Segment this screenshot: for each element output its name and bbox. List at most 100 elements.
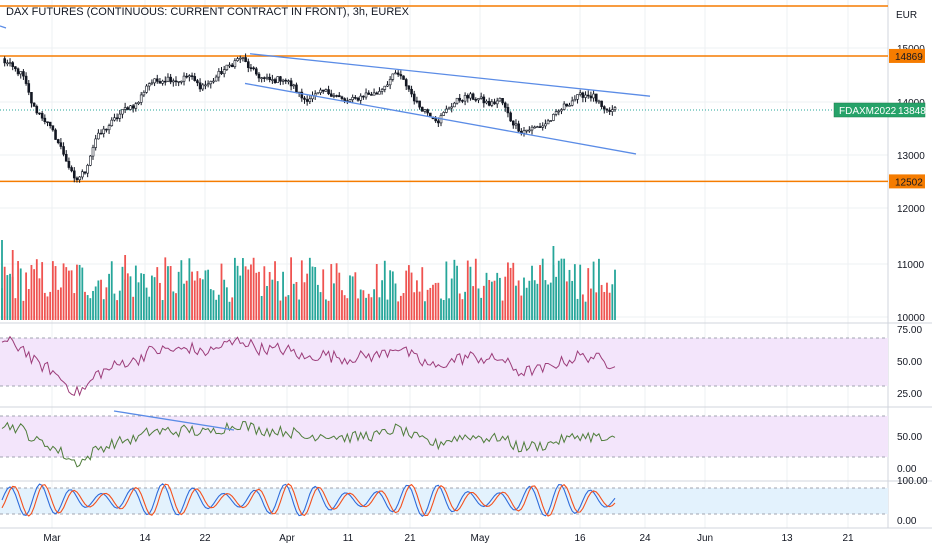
volume-bar	[92, 290, 94, 320]
candle-body	[241, 57, 245, 59]
candle-body	[573, 98, 577, 102]
volume-bar	[228, 301, 231, 320]
rsi-band-fill	[0, 338, 888, 386]
candle-body	[206, 83, 210, 86]
candle-body	[327, 89, 330, 95]
oscillator-line	[1, 410, 616, 468]
stoch-d-path	[1, 483, 616, 517]
oscillator-trend-line[interactable]	[113, 410, 235, 431]
candle-body	[509, 112, 512, 122]
volume-bar	[565, 281, 568, 320]
candle-body	[351, 97, 354, 101]
volume-bar	[180, 260, 183, 320]
volume-bar	[97, 280, 100, 320]
candle-body	[437, 120, 440, 124]
stochastic-lines	[1, 483, 616, 517]
channel-upper-line[interactable]	[249, 53, 651, 97]
candle-body	[562, 103, 566, 110]
candle-body	[54, 129, 57, 140]
candle-body	[145, 85, 148, 93]
stoch-axis-tick: 0.00	[897, 516, 917, 527]
volume-bar	[247, 269, 250, 320]
candle-body	[308, 98, 312, 102]
volume-bar	[573, 264, 576, 320]
volume-bar	[576, 298, 579, 320]
volume-bar	[375, 264, 378, 320]
level-lines[interactable]	[0, 5, 888, 183]
volume-bar	[38, 278, 41, 320]
candle-body	[198, 82, 202, 90]
volume-bar	[498, 277, 501, 320]
volume-bar	[94, 286, 97, 320]
candle-body	[586, 94, 590, 97]
candle-body	[166, 76, 170, 82]
candle-body	[246, 61, 250, 68]
volume-bar	[381, 280, 384, 320]
volume-bar	[501, 300, 504, 320]
candle-body	[14, 66, 17, 70]
osc-axis-tick: 50.00	[897, 432, 922, 443]
volume-bar	[394, 283, 397, 320]
volume-bar	[19, 268, 22, 320]
candle-body	[458, 97, 462, 101]
candle-body	[356, 97, 360, 101]
candle-body	[600, 100, 603, 107]
candle-body	[43, 117, 47, 122]
candle-body	[190, 75, 194, 77]
channel-lower-line[interactable]	[244, 82, 637, 155]
volume-bar	[303, 282, 306, 320]
volume-bar	[268, 271, 271, 320]
candle-body	[81, 171, 84, 178]
volume-bar	[41, 262, 44, 320]
candle-body	[222, 69, 226, 75]
volume-bar	[333, 283, 335, 320]
volume-bar	[608, 292, 611, 320]
volume-bar	[413, 292, 416, 320]
volume-bar	[598, 258, 600, 320]
volume-bar	[523, 277, 525, 320]
volume-bar	[250, 264, 252, 320]
candle-body	[48, 121, 52, 126]
volume-bar	[212, 290, 215, 320]
rsi-path	[1, 335, 616, 397]
candle-body	[319, 89, 322, 93]
volume-bar	[271, 279, 274, 320]
volume-bar	[496, 272, 499, 320]
candle-body	[182, 75, 186, 82]
candle-body	[471, 93, 475, 100]
candle-body	[11, 62, 15, 67]
candle-body	[394, 72, 397, 75]
support-price-tag-bg	[889, 174, 925, 189]
volume-bar	[177, 271, 180, 320]
volume-bar	[579, 264, 582, 320]
candle-body	[230, 64, 234, 68]
volume-bar	[354, 272, 357, 320]
candle-body	[362, 95, 365, 98]
rsi-axis-tick: 75.00	[897, 325, 922, 336]
candle-body	[445, 108, 448, 113]
volume-bar	[544, 280, 547, 320]
candle-body	[163, 80, 167, 83]
stoch-axis-tick: 100.00	[897, 476, 928, 487]
volume-bar	[188, 258, 191, 320]
symbol-tag-bg[interactable]	[833, 102, 926, 118]
volume-bar	[541, 258, 544, 320]
volume-bar	[458, 293, 461, 320]
candle-body	[589, 95, 593, 99]
candle-body	[115, 117, 119, 120]
support-price-tag: 12502	[895, 177, 923, 188]
volume-bar	[563, 258, 566, 320]
stoch-k-path	[1, 483, 616, 517]
volume-bar	[507, 262, 509, 320]
candle-body	[137, 102, 140, 105]
volume-bar	[391, 271, 394, 320]
volume-bar	[397, 301, 400, 320]
channel-fragment	[0, 25, 7, 29]
trend-channel[interactable]	[0, 25, 651, 155]
volume-bar	[121, 266, 124, 320]
volume-bar	[512, 262, 515, 320]
volume-bar	[172, 291, 175, 320]
time-axis-label: Jun	[697, 533, 713, 544]
volume-bar	[220, 263, 223, 320]
